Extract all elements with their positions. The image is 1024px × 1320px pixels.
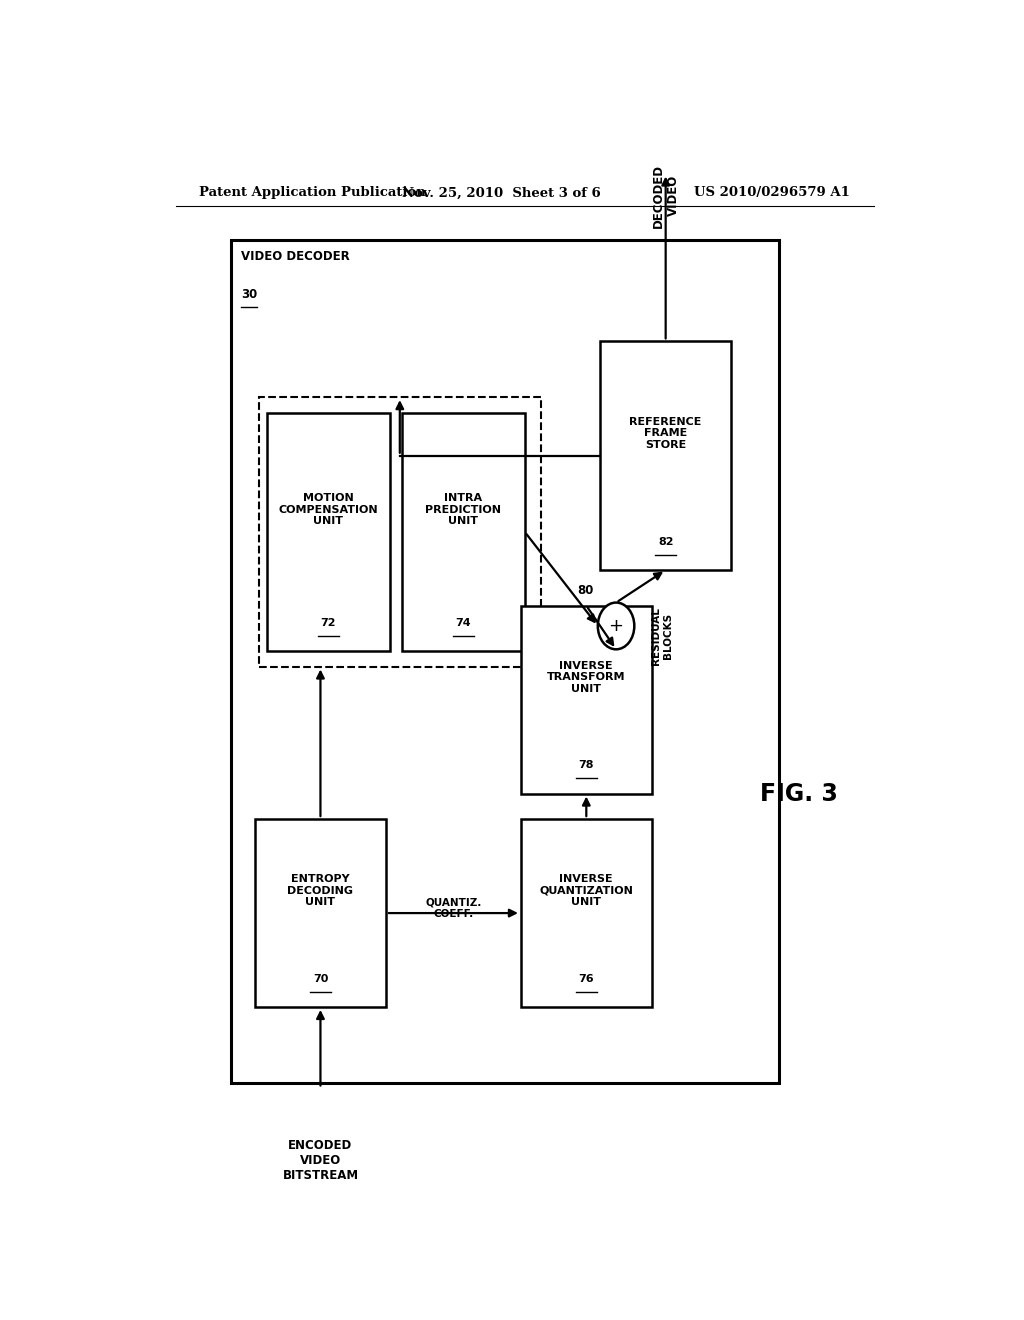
Text: 74: 74: [456, 618, 471, 628]
Text: INTRA
PREDICTION
UNIT: INTRA PREDICTION UNIT: [425, 492, 502, 527]
Text: 70: 70: [312, 974, 328, 983]
Text: Patent Application Publication: Patent Application Publication: [200, 186, 426, 199]
Text: INVERSE
QUANTIZATION
UNIT: INVERSE QUANTIZATION UNIT: [540, 874, 633, 907]
Text: 76: 76: [579, 974, 594, 983]
Text: DECODED
VIDEO: DECODED VIDEO: [651, 164, 680, 227]
Text: Nov. 25, 2010  Sheet 3 of 6: Nov. 25, 2010 Sheet 3 of 6: [401, 186, 600, 199]
FancyBboxPatch shape: [600, 342, 731, 570]
FancyBboxPatch shape: [521, 606, 652, 793]
Text: QUANTIZ.
COEFF.: QUANTIZ. COEFF.: [425, 898, 481, 919]
Text: MOTION
COMPENSATION
UNIT: MOTION COMPENSATION UNIT: [279, 492, 378, 527]
Text: ENTROPY
DECODING
UNIT: ENTROPY DECODING UNIT: [288, 874, 353, 907]
FancyBboxPatch shape: [259, 397, 541, 667]
Text: ENCODED
VIDEO
BITSTREAM: ENCODED VIDEO BITSTREAM: [283, 1139, 358, 1183]
FancyBboxPatch shape: [255, 818, 386, 1007]
Text: +: +: [608, 616, 624, 635]
FancyBboxPatch shape: [267, 412, 390, 651]
FancyBboxPatch shape: [231, 240, 778, 1084]
Text: 30: 30: [242, 289, 258, 301]
Text: FIG. 3: FIG. 3: [760, 781, 838, 805]
Text: VIDEO DECODER: VIDEO DECODER: [242, 249, 350, 263]
Text: RESIDUAL
BLOCKS: RESIDUAL BLOCKS: [651, 607, 673, 665]
Text: 82: 82: [657, 537, 674, 546]
Text: 72: 72: [321, 618, 336, 628]
Text: REFERENCE
FRAME
STORE: REFERENCE FRAME STORE: [630, 417, 701, 450]
Text: US 2010/0296579 A1: US 2010/0296579 A1: [694, 186, 850, 199]
Text: INVERSE
TRANSFORM
UNIT: INVERSE TRANSFORM UNIT: [547, 661, 626, 694]
Text: 78: 78: [579, 760, 594, 770]
Text: 80: 80: [578, 585, 594, 598]
FancyBboxPatch shape: [401, 412, 524, 651]
Circle shape: [598, 602, 634, 649]
FancyBboxPatch shape: [521, 818, 652, 1007]
